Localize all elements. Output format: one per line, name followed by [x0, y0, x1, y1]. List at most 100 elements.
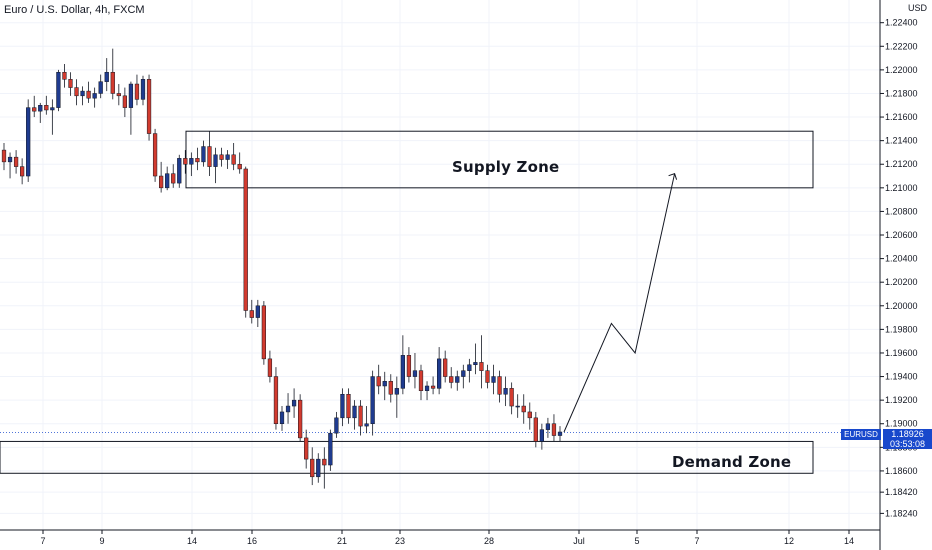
candle: [68, 72, 73, 96]
candle-body-up: [370, 376, 375, 424]
candle: [298, 394, 303, 442]
y-tick-label: 1.21200: [885, 159, 918, 169]
x-tick-label: 12: [784, 536, 794, 546]
candle-body-up: [285, 405, 291, 413]
candle: [159, 161, 164, 193]
candle-body-up: [201, 146, 206, 163]
candle-body-up: [328, 432, 333, 466]
candle-body-down: [388, 381, 393, 395]
candle-body-up: [7, 156, 13, 163]
y-tick-label: 1.20000: [885, 301, 918, 311]
y-tick-label: 1.20200: [885, 277, 918, 287]
candle-body-down: [195, 158, 200, 163]
y-tick-label: 1.21400: [885, 136, 918, 146]
candle: [44, 95, 49, 115]
candle: [146, 74, 152, 141]
candle: [551, 414, 557, 442]
candle-body-down: [207, 146, 212, 167]
x-tick-label: 28: [484, 536, 494, 546]
candle-body-up: [394, 388, 399, 395]
candle-body-down: [430, 385, 436, 389]
candle: [171, 164, 176, 188]
candle: [189, 152, 194, 177]
candle-body-down: [116, 93, 121, 97]
candle-body-up: [473, 362, 478, 366]
candle: [273, 367, 279, 430]
candle-body-up: [424, 385, 430, 391]
candle-body-up: [225, 154, 230, 160]
candle: [370, 370, 375, 436]
candle-body-down: [509, 388, 514, 407]
candle-body-up: [38, 105, 43, 112]
candle-body-down: [249, 310, 254, 318]
candle: [322, 447, 327, 489]
candle: [249, 299, 254, 324]
candle-body-up: [515, 405, 520, 408]
projection-line: [563, 173, 676, 433]
candlestick-series: [1, 48, 563, 489]
candle-body-up: [26, 107, 31, 177]
candle: [412, 352, 418, 389]
candle-body-down: [406, 355, 412, 377]
y-tick-label: 1.20400: [885, 254, 918, 264]
candle-body-up: [412, 370, 418, 377]
candle-body-up: [189, 158, 194, 165]
bar-countdown: 03:53:08: [889, 439, 926, 449]
candle-body-down: [110, 71, 115, 94]
candle: [201, 140, 206, 167]
candle-body-down: [322, 458, 327, 466]
candle: [443, 350, 448, 383]
candle-body-up: [291, 399, 297, 407]
y-tick-label: 1.18600: [885, 466, 918, 476]
candle: [7, 152, 13, 179]
candle: [334, 411, 339, 438]
y-tick-label: 1.21800: [885, 88, 918, 98]
candle-body-down: [485, 370, 490, 383]
candle-body-up: [213, 154, 218, 167]
x-tick-label: 21: [337, 536, 347, 546]
y-tick-label: 1.19800: [885, 324, 918, 334]
candle: [291, 388, 297, 418]
candle: [340, 388, 345, 427]
candle: [255, 299, 260, 328]
candle-body-down: [231, 154, 236, 165]
candle: [310, 447, 315, 486]
candle: [557, 426, 563, 442]
candle: [304, 429, 309, 469]
candle-body-down: [304, 437, 309, 460]
candle: [358, 400, 363, 436]
candle: [382, 371, 387, 401]
candle: [388, 374, 393, 403]
candle: [122, 87, 127, 118]
x-tick-label: 7: [40, 536, 45, 546]
candle-body-up: [334, 417, 339, 434]
candle-body-up: [140, 79, 146, 100]
y-tick-label: 1.19600: [885, 348, 918, 358]
candle: [418, 364, 424, 401]
candle: [437, 347, 442, 395]
y-tick-label: 1.21000: [885, 183, 918, 193]
candle-body-up: [128, 83, 134, 108]
candle-body-up: [455, 376, 460, 383]
y-tick-label: 1.18240: [885, 508, 918, 518]
candle: [473, 343, 478, 375]
x-tick-label: 14: [187, 536, 197, 546]
candle: [479, 335, 484, 389]
candle-body-down: [449, 376, 454, 383]
candle: [152, 128, 158, 182]
candle: [521, 394, 526, 424]
y-tick-label: 1.21600: [885, 112, 918, 122]
candle-body-up: [340, 394, 345, 419]
candle-body-down: [298, 399, 303, 439]
candle: [461, 364, 466, 389]
candle-body-down: [1, 149, 7, 163]
candle: [92, 87, 97, 108]
candle-body-up: [279, 411, 285, 424]
x-tick-label: 16: [247, 536, 257, 546]
candle: [231, 143, 236, 171]
candle: [261, 301, 266, 365]
candle: [424, 381, 430, 401]
y-tick-label: 1.19200: [885, 395, 918, 405]
